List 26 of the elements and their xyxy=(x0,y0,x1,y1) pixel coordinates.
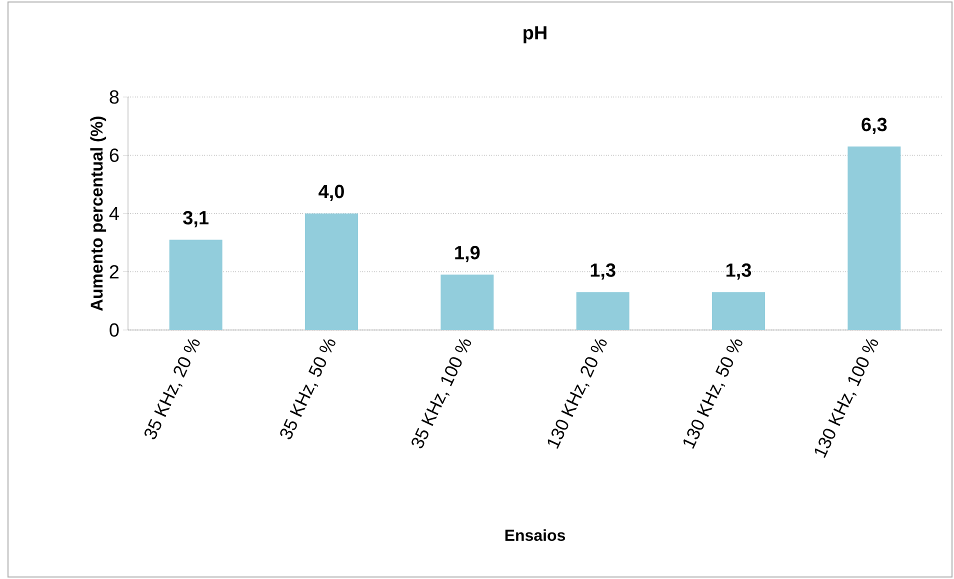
bar xyxy=(169,240,222,330)
data-label: 1,9 xyxy=(455,246,480,262)
chart-title: pH xyxy=(524,26,546,44)
x-tick-label: 35 KHz, 50 % xyxy=(280,338,336,440)
data-label: 6,3 xyxy=(862,118,887,134)
x-tick-label: 130 KHz, 100 % xyxy=(814,338,878,458)
bar xyxy=(440,274,494,330)
bar xyxy=(848,146,901,330)
x-axis-title: Ensaios xyxy=(505,529,566,541)
x-tick-label: 35 KHz, 100 % xyxy=(412,338,472,448)
bar xyxy=(712,292,766,330)
x-tick-label: 130 KHz, 50 % xyxy=(683,338,742,449)
y-axis-title: Aumento percentual (%) xyxy=(90,116,106,311)
y-tick-label: 6 xyxy=(110,148,119,162)
bar xyxy=(576,292,630,330)
x-tick-label: 130 KHz, 20 % xyxy=(548,338,607,449)
y-tick-label: 2 xyxy=(110,265,119,278)
x-tick-label: 35 KHz, 20 % xyxy=(144,338,200,440)
y-tick-label: 8 xyxy=(110,90,119,104)
data-label: 1,3 xyxy=(726,263,752,280)
y-tick-label: 0 xyxy=(110,323,119,337)
y-tick-label: 4 xyxy=(109,206,119,220)
bar xyxy=(305,214,358,330)
data-label: 4,0 xyxy=(318,184,344,201)
data-label: 1,3 xyxy=(590,263,616,280)
data-label: 3,1 xyxy=(183,210,209,228)
